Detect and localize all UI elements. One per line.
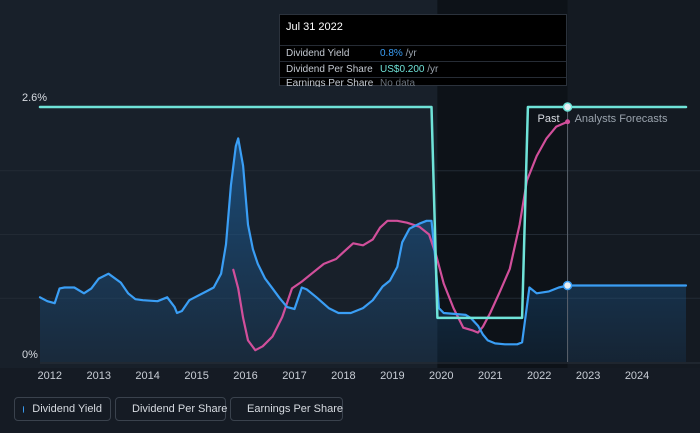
legend-dividend-yield[interactable]: Dividend Yield xyxy=(14,397,111,421)
hover-tooltip: Jul 31 2022 Dividend Yield 0.8% /yr Divi… xyxy=(279,14,567,87)
x-axis: 2012 2013 2014 2015 2016 2017 2018 2019 2020 2021… xyxy=(38,362,700,382)
tooltip-label: Earnings Per Share xyxy=(286,78,374,87)
legend-dot-icon xyxy=(23,405,25,413)
tooltip-value: 0.8% /yr xyxy=(380,48,417,59)
legend-label: Earnings Per Share xyxy=(247,403,343,415)
dividend-yield-line xyxy=(38,137,688,346)
dividend-yield-area xyxy=(40,138,686,362)
earnings-per-share-marker xyxy=(565,119,571,125)
dividend-per-share-line xyxy=(38,105,688,320)
x-tick-label: 2022 xyxy=(527,370,551,382)
forecast-region-label: Analysts Forecasts xyxy=(575,113,668,125)
past-region-label: Past xyxy=(538,113,560,125)
legend-label: Dividend Yield xyxy=(32,403,102,415)
x-tick-label: 2012 xyxy=(38,370,62,382)
x-tick-label: 2015 xyxy=(184,370,208,382)
cursor-markers xyxy=(562,102,573,291)
dividend-yield-marker xyxy=(562,280,573,291)
legend-earnings-per-share[interactable]: Earnings Per Share xyxy=(230,397,343,421)
tooltip-label: Dividend Yield xyxy=(286,48,350,59)
x-tick-label: 2024 xyxy=(625,370,649,382)
x-tick-label: 2017 xyxy=(282,370,306,382)
earnings-per-share-line xyxy=(232,120,569,352)
y-axis: 2.6% 0% xyxy=(22,92,47,361)
series-lines xyxy=(38,105,688,352)
x-tick-label: 2020 xyxy=(429,370,453,382)
x-tick-label: 2018 xyxy=(331,370,355,382)
tooltip-row-dividend-yield: Dividend Yield 0.8% /yr xyxy=(280,45,566,62)
x-tick-label: 2014 xyxy=(135,370,159,382)
legend-dividend-per-share[interactable]: Dividend Per Share xyxy=(115,397,228,421)
x-tick-label: 2023 xyxy=(576,370,600,382)
x-tick-label: 2019 xyxy=(380,370,404,382)
tooltip-date: Jul 31 2022 xyxy=(286,21,343,33)
x-tick-label: 2016 xyxy=(233,370,257,382)
tooltip-row-dividend-per-share: Dividend Per Share US$0.200 /yr xyxy=(280,61,566,78)
tooltip-value: US$0.200 /yr xyxy=(380,64,439,75)
x-tick-label: 2013 xyxy=(86,370,110,382)
y-tick-label: 2.6% xyxy=(22,92,47,104)
tooltip-value: No data xyxy=(380,78,416,87)
y-tick-label: 0% xyxy=(22,349,38,361)
dividend-per-share-marker xyxy=(562,102,573,112)
tooltip-label: Dividend Per Share xyxy=(286,64,373,75)
tooltip-row-earnings-per-share: Earnings Per Share No data xyxy=(280,77,566,87)
legend-label: Dividend Per Share xyxy=(132,403,228,415)
x-tick-label: 2021 xyxy=(478,370,502,382)
